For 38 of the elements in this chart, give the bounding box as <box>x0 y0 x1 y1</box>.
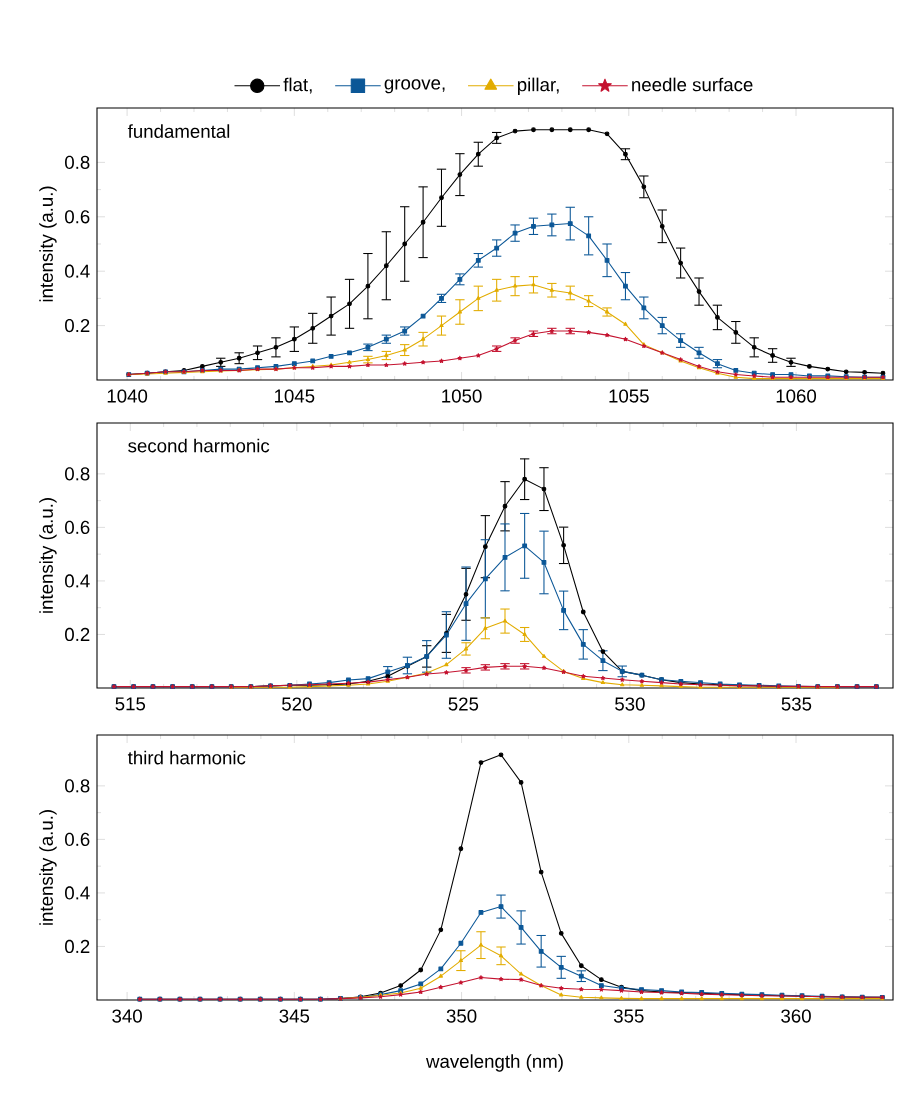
x-tick-label: 1040 <box>107 389 148 403</box>
y-tick-label: 0.6 <box>65 520 90 535</box>
x-tick-label: 1050 <box>442 389 482 403</box>
y-tick-label: 0.4 <box>65 574 90 588</box>
legend-label: needle surface <box>632 77 753 92</box>
legend-label: flat, <box>283 77 312 94</box>
x-tick-label: 355 <box>613 1009 644 1023</box>
x-tick-label: 340 <box>112 1009 142 1023</box>
x-tick-label: 525 <box>448 697 479 711</box>
y-axis-title: intensity (a.u.) <box>39 186 57 302</box>
y-tick-label: 0.2 <box>65 939 90 954</box>
x-tick-label: 345 <box>279 1009 310 1023</box>
y-tick-label: 0.2 <box>65 318 90 333</box>
y-tick-label: 0.4 <box>65 264 90 278</box>
text: second harmonic <box>128 438 270 453</box>
y-tick-label: 0.6 <box>65 210 90 224</box>
y-tick-label: 0.2 <box>65 627 90 642</box>
x-tick-label: 1055 <box>609 389 649 403</box>
x-tick-label: 530 <box>615 697 645 711</box>
x-tick-label: 515 <box>115 697 146 711</box>
legend-label: pillar, <box>517 77 559 96</box>
y-tick-label: 0.8 <box>65 779 90 793</box>
x-axis-title: wavelength (nm) <box>425 1054 563 1072</box>
legend-label: groove, <box>384 79 445 94</box>
y-tick-label: 0.6 <box>65 832 90 847</box>
x-tick-label: 350 <box>446 1009 477 1023</box>
x-tick-label: 520 <box>282 697 312 711</box>
x-tick-label: 360 <box>781 1009 811 1023</box>
text: third harmonic <box>127 750 246 765</box>
y-tick-label: 0.8 <box>65 467 90 481</box>
y-axis-title: intensity (a.u.) <box>39 810 57 925</box>
text: fundamental <box>127 124 230 138</box>
y-tick-label: 0.8 <box>65 155 90 169</box>
y-tick-label: 0.4 <box>65 886 90 900</box>
x-tick-label: 1045 <box>274 389 315 403</box>
x-tick-label: 535 <box>781 697 812 711</box>
y-axis-title: intensity (a.u.) <box>39 498 57 613</box>
x-tick-label: 1060 <box>776 389 817 403</box>
